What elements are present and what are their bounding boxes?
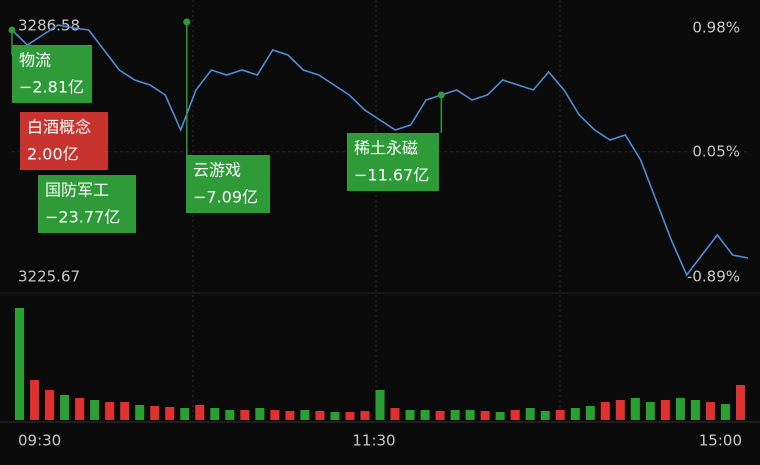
volume-bar	[150, 406, 160, 420]
annotation-label: 云游戏	[193, 161, 241, 180]
volume-bar	[735, 385, 745, 420]
volume-bar	[270, 410, 280, 420]
volume-bar	[510, 410, 520, 420]
annotation-box	[12, 45, 92, 103]
volume-bar	[195, 405, 205, 420]
volume-bar	[630, 398, 640, 420]
x-tick-label: 09:30	[18, 432, 61, 450]
volume-bar	[675, 398, 685, 420]
x-tick-label: 15:00	[699, 432, 742, 450]
volume-bar	[390, 408, 400, 420]
volume-bar	[285, 411, 295, 420]
annotation-box	[20, 112, 108, 170]
volume-bar	[420, 410, 430, 420]
volume-bar	[210, 408, 220, 420]
volume-bar	[120, 402, 130, 420]
volume-bar	[345, 412, 355, 420]
volume-bar	[75, 398, 85, 420]
annotation-value: −7.09亿	[193, 188, 258, 207]
volume-bar	[315, 411, 325, 420]
annotation-value: −23.77亿	[45, 208, 120, 227]
volume-bar	[60, 395, 70, 420]
volume-bar	[435, 411, 445, 420]
volume-bar	[45, 390, 55, 420]
volume-bar	[600, 402, 610, 420]
annotation-box	[186, 155, 270, 213]
annotation-dot	[183, 18, 191, 26]
annotation-value: −11.67亿	[354, 166, 429, 185]
y-tick-label: 3225.67	[18, 268, 80, 286]
annotation-dot	[8, 26, 16, 34]
volume-bar	[135, 405, 145, 420]
volume-bar	[465, 410, 475, 420]
volume-bar	[255, 408, 265, 420]
annotation-value: 2.00亿	[27, 145, 79, 164]
annotation-label: 物流	[19, 51, 51, 70]
volume-bar	[105, 402, 115, 420]
volume-bar	[30, 380, 40, 420]
volume-bar	[525, 408, 535, 420]
volume-bar	[375, 390, 385, 420]
volume-bar	[480, 411, 490, 420]
volume-bar	[705, 402, 715, 420]
annotation-label: 稀土永磁	[354, 139, 418, 158]
volume-bar	[720, 404, 730, 420]
volume-bar	[240, 410, 250, 420]
volume-bar	[450, 410, 460, 420]
volume-bar	[690, 400, 700, 420]
volume-bar	[540, 411, 550, 420]
volume-bar	[180, 408, 190, 420]
volume-bar	[330, 412, 340, 420]
volume-bar	[15, 308, 25, 420]
x-tick-label: 11:30	[352, 432, 395, 450]
volume-bar	[555, 410, 565, 420]
annotation-dot	[437, 91, 445, 99]
volume-bar	[645, 402, 655, 420]
volume-bar	[225, 410, 235, 420]
volume-bar	[300, 410, 310, 420]
volume-bar	[570, 408, 580, 420]
volume-bar	[165, 407, 175, 420]
volume-bar	[90, 400, 100, 420]
y-tick-label: 3286.58	[18, 17, 80, 35]
volume-bar	[615, 400, 625, 420]
volume-bar	[660, 400, 670, 420]
annotation-value: −2.81亿	[19, 78, 84, 97]
annotation-box	[38, 175, 136, 233]
volume-bar	[405, 410, 415, 420]
volume-bar	[360, 411, 370, 420]
y2-tick-label: -0.89%	[687, 268, 740, 286]
y2-tick-label: 0.98%	[692, 19, 740, 37]
annotation-label: 白酒概念	[27, 118, 91, 137]
volume-bar	[495, 412, 505, 420]
volume-bar	[585, 406, 595, 420]
annotation-box	[347, 133, 439, 191]
annotation-label: 国防军工	[45, 181, 109, 200]
price-line	[11, 24, 749, 277]
